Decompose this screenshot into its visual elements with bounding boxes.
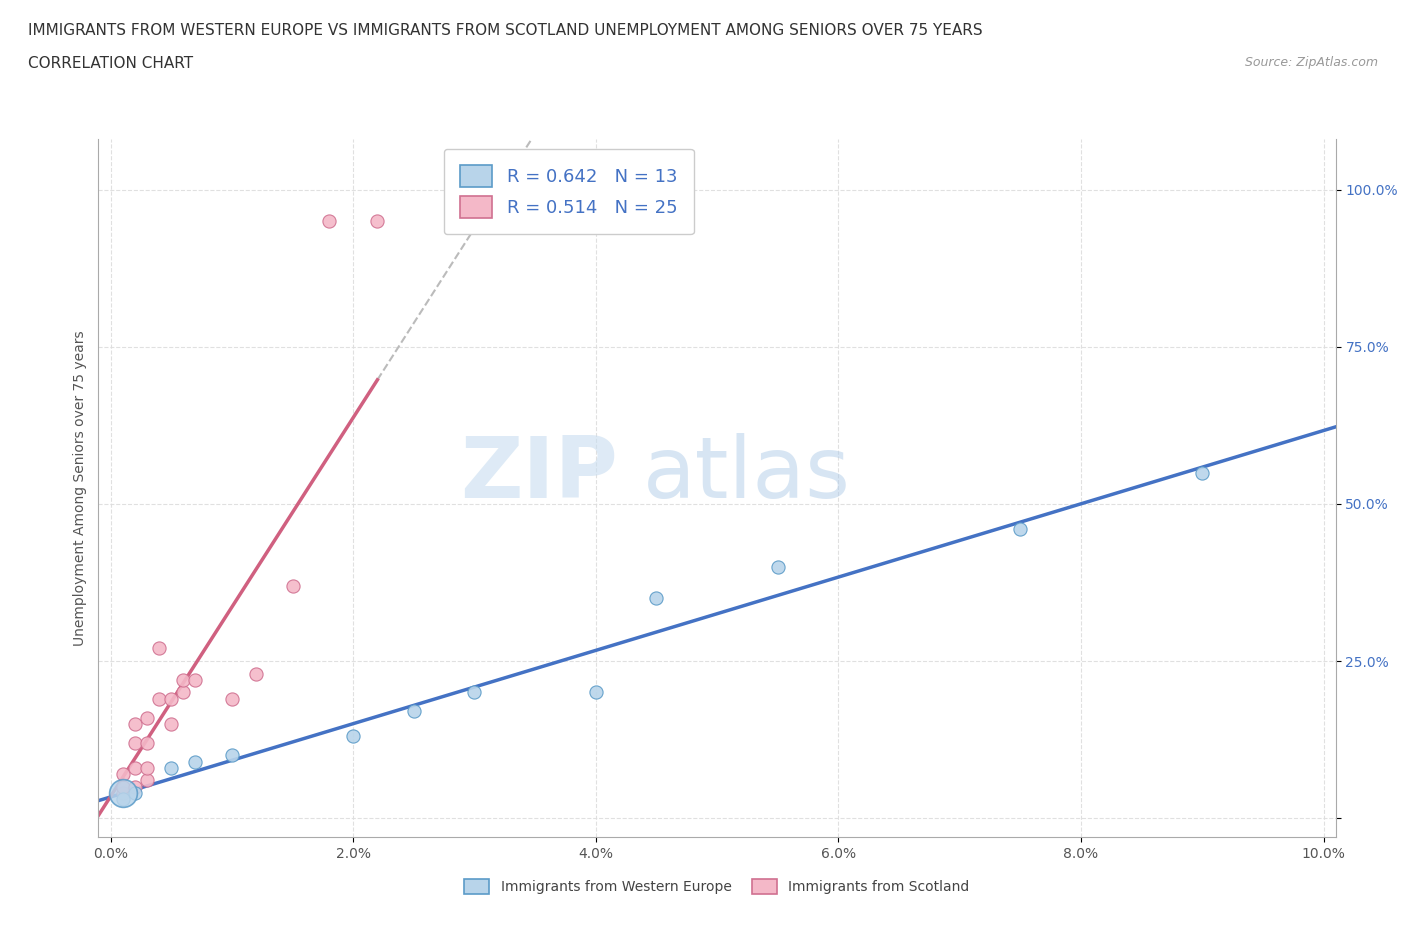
Point	[136, 761, 159, 776]
Point	[136, 711, 159, 725]
Point	[184, 672, 207, 687]
Point	[124, 786, 146, 801]
Point	[172, 672, 194, 687]
Point	[124, 736, 146, 751]
Legend: Immigrants from Western Europe, Immigrants from Scotland: Immigrants from Western Europe, Immigran…	[458, 874, 976, 900]
Point	[148, 691, 170, 706]
Point	[463, 685, 485, 700]
Point	[160, 716, 183, 731]
Text: CORRELATION CHART: CORRELATION CHART	[28, 56, 193, 71]
Point	[221, 691, 243, 706]
Point	[111, 786, 134, 801]
Point	[402, 704, 425, 719]
Text: ZIP: ZIP	[460, 432, 619, 516]
Point	[111, 766, 134, 781]
Point	[160, 761, 183, 776]
Point	[111, 779, 134, 794]
Point	[124, 716, 146, 731]
Point	[548, 214, 571, 229]
Point	[124, 761, 146, 776]
Point	[463, 214, 485, 229]
Point	[245, 666, 267, 681]
Point	[318, 214, 340, 229]
Text: Source: ZipAtlas.com: Source: ZipAtlas.com	[1244, 56, 1378, 69]
Point	[172, 685, 194, 700]
Point	[645, 591, 668, 605]
Point	[148, 641, 170, 656]
Point	[281, 578, 304, 593]
Point	[136, 736, 159, 751]
Y-axis label: Unemployment Among Seniors over 75 years: Unemployment Among Seniors over 75 years	[73, 330, 87, 646]
Point	[766, 559, 789, 574]
Point	[160, 691, 183, 706]
Point	[366, 214, 388, 229]
Point	[184, 754, 207, 769]
Point	[136, 773, 159, 788]
Point	[124, 779, 146, 794]
Point	[111, 786, 134, 801]
Point	[342, 729, 364, 744]
Point	[111, 791, 134, 806]
Text: atlas: atlas	[643, 432, 851, 516]
Point	[1010, 522, 1032, 537]
Point	[221, 748, 243, 763]
Point	[1191, 465, 1213, 480]
Text: IMMIGRANTS FROM WESTERN EUROPE VS IMMIGRANTS FROM SCOTLAND UNEMPLOYMENT AMONG SE: IMMIGRANTS FROM WESTERN EUROPE VS IMMIGR…	[28, 23, 983, 38]
Point	[585, 685, 607, 700]
